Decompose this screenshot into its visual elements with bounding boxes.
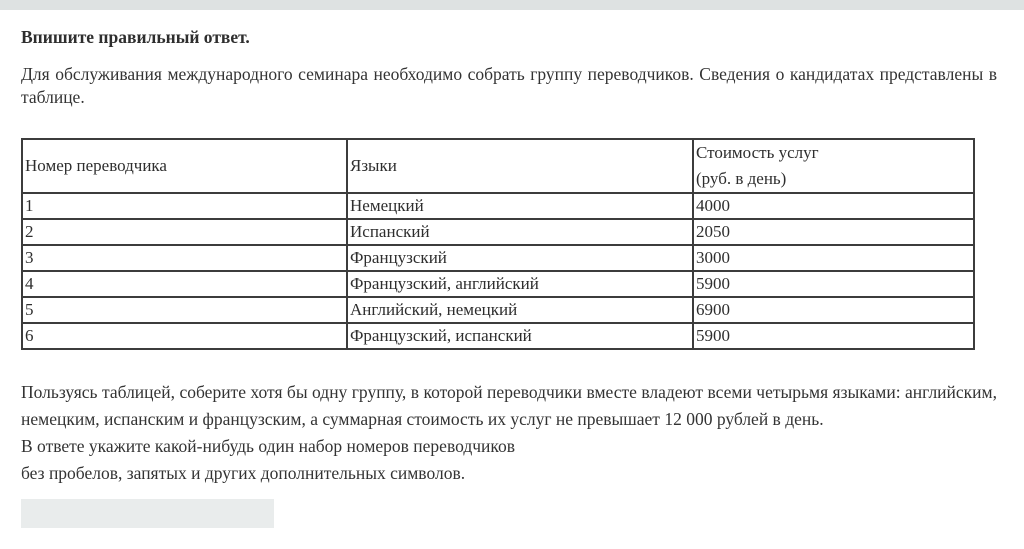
cost-cell: 3000 <box>692 244 975 272</box>
languages-cell: Испанский <box>346 218 694 246</box>
answer-input[interactable] <box>21 499 274 528</box>
cost-cell: 5900 <box>692 270 975 298</box>
cost-cell: 5900 <box>692 322 975 350</box>
col-header-number: Номер переводчика <box>21 138 348 194</box>
translator-number-cell: 6 <box>21 322 348 350</box>
col-header-cost: Стоимость услуг (руб. в день) <box>692 138 975 194</box>
table-row: 6 Французский, испанский 5900 <box>21 322 975 350</box>
answer-format-line: В ответе укажите какой-нибудь один набор… <box>21 436 516 456</box>
languages-cell: Французский, английский <box>346 270 694 298</box>
table-row: 1 Немецкий 4000 <box>21 192 975 220</box>
top-bar <box>0 0 1024 10</box>
languages-cell: Английский, немецкий <box>346 296 694 324</box>
table-header-row: Номер переводчика Языки Стоимость услуг … <box>21 138 975 194</box>
table-row: 4 Французский, английский 5900 <box>21 270 975 298</box>
languages-cell: Немецкий <box>346 192 694 220</box>
col-header-languages: Языки <box>346 138 694 194</box>
table-row: 2 Испанский 2050 <box>21 218 975 246</box>
translator-number-cell: 4 <box>21 270 348 298</box>
translator-number-cell: 3 <box>21 244 348 272</box>
cost-cell: 4000 <box>692 192 975 220</box>
cost-cell: 6900 <box>692 296 975 324</box>
table-row: 5 Английский, немецкий 6900 <box>21 296 975 324</box>
translator-number-cell: 5 <box>21 296 348 324</box>
task-page: Впишите правильный ответ. Для обслуживан… <box>0 26 1024 528</box>
languages-cell: Французский, испанский <box>346 322 694 350</box>
answer-format-line: без пробелов, запятых и других дополните… <box>21 463 466 483</box>
candidates-table: Номер переводчика Языки Стоимость услуг … <box>21 138 975 350</box>
table-row: 3 Французский 3000 <box>21 244 975 272</box>
translator-number-cell: 1 <box>21 192 348 220</box>
cost-cell: 2050 <box>692 218 975 246</box>
instructions-block: Пользуясь таблицей, соберите хотя бы одн… <box>21 379 997 487</box>
page-title: Впишите правильный ответ. <box>21 27 250 47</box>
instructions-paragraph: Пользуясь таблицей, соберите хотя бы одн… <box>21 382 997 429</box>
answer-format-note: В ответе укажите какой-нибудь один набор… <box>21 433 997 487</box>
languages-cell: Французский <box>346 244 694 272</box>
intro-paragraph: Для обслуживания международного семинара… <box>21 64 997 107</box>
translator-number-cell: 2 <box>21 218 348 246</box>
